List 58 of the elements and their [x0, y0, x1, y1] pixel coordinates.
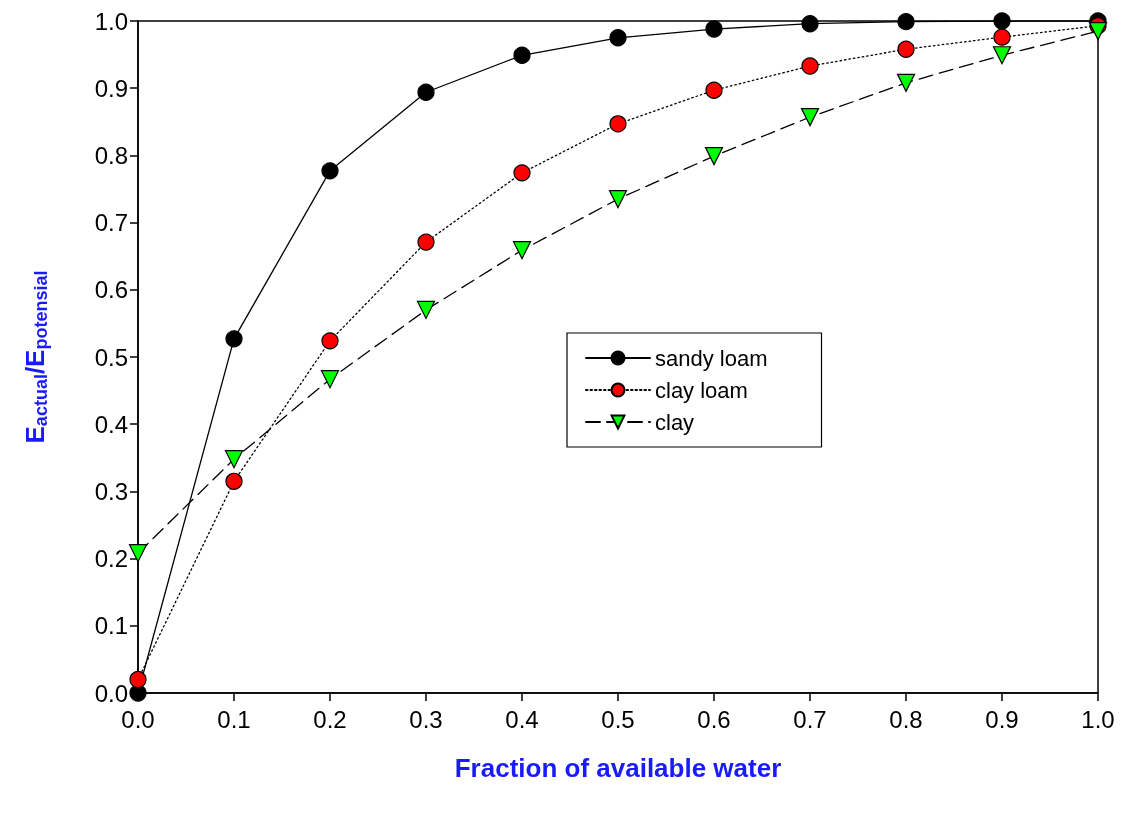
y-tick-label: 0.2 [94, 545, 128, 573]
legend-label: clay [655, 409, 695, 435]
point [608, 189, 628, 209]
point [896, 73, 916, 92]
point [992, 46, 1012, 65]
y-tick-label: 0.9 [94, 74, 128, 102]
point [705, 20, 723, 38]
point [897, 13, 915, 31]
x-tick-label: 0.8 [889, 705, 923, 733]
y-tick-label: 0.6 [94, 276, 128, 304]
legend-label: clay loam [655, 377, 748, 403]
point [513, 164, 531, 182]
y-tick-label: 0.8 [94, 141, 128, 169]
point [320, 370, 340, 389]
y-tick-label: 0.3 [94, 477, 128, 505]
x-tick-label: 0.6 [697, 705, 731, 733]
point [800, 108, 820, 127]
point [609, 115, 627, 133]
point [512, 241, 532, 260]
y-tick-label: 0.5 [94, 343, 128, 371]
point [225, 472, 243, 490]
point [225, 330, 243, 348]
y-axis-title: Eactual/Epotensial [20, 270, 51, 444]
y-tick-label: 0.4 [94, 410, 128, 438]
point [128, 544, 148, 563]
point [704, 146, 724, 166]
point [993, 28, 1011, 46]
point [129, 684, 147, 702]
point [224, 450, 244, 469]
point [705, 81, 723, 99]
point [993, 12, 1011, 30]
x-tick-label: 1.0 [1081, 705, 1115, 733]
point [129, 670, 147, 689]
x-tick-label: 0.0 [121, 705, 155, 733]
x-tick-label: 0.4 [505, 705, 539, 733]
point [801, 57, 819, 75]
point [609, 29, 627, 47]
point [417, 233, 435, 251]
y-tick-label: 0.7 [94, 209, 128, 237]
x-tick-label: 0.1 [217, 705, 251, 733]
point [1088, 21, 1108, 41]
y-tick-label: 0.1 [94, 612, 128, 640]
x-tick-label: 0.5 [601, 705, 635, 733]
y-tick-label: 1.0 [94, 7, 128, 35]
x-tick-label: 0.3 [409, 705, 443, 733]
point [416, 300, 436, 320]
x-tick-label: 0.2 [313, 705, 347, 733]
y-tick-label: 0.0 [94, 679, 128, 707]
point [801, 15, 819, 33]
x-axis-title: Fraction of available water [454, 753, 782, 783]
x-tick-label: 0.7 [793, 705, 827, 733]
point [417, 83, 435, 101]
point [513, 46, 531, 64]
point [897, 40, 915, 58]
point [321, 162, 339, 180]
x-tick-label: 0.9 [985, 705, 1019, 733]
legend-label: sandy loam [655, 345, 768, 371]
point [321, 332, 339, 350]
